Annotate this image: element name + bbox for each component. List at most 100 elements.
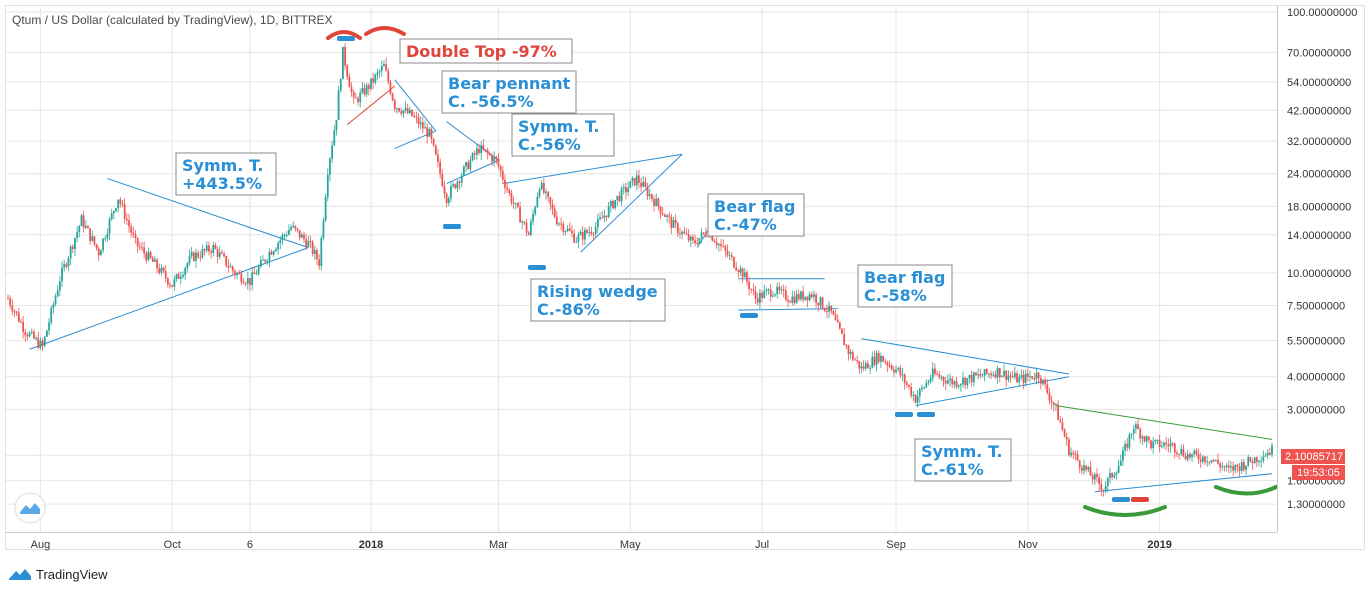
- candle-body: [551, 204, 554, 209]
- candle-body: [287, 229, 290, 235]
- candle-body: [262, 259, 264, 261]
- candle-body: [946, 380, 949, 384]
- candle-body: [387, 70, 390, 83]
- candle-body: [549, 197, 552, 205]
- candle-body: [555, 216, 558, 225]
- candle-body: [300, 234, 303, 238]
- candle-body: [480, 145, 483, 154]
- candle-body: [1204, 456, 1206, 462]
- chart-area[interactable]: Double Top -97% Bear pennant C. -56.5% Symm…: [0, 0, 1370, 560]
- pattern-annotation-symm-sep[interactable]: Symm. T.C.-61%: [914, 438, 1012, 482]
- candle-body: [134, 234, 137, 238]
- candle-body: [335, 120, 338, 131]
- candle-body: [983, 369, 986, 376]
- candle-body: [1076, 454, 1079, 461]
- candle-body: [95, 244, 98, 249]
- candle-body: [411, 109, 413, 117]
- tradingview-brand[interactable]: TradingView: [8, 566, 108, 582]
- candle-body: [495, 156, 498, 159]
- y-tick-label: 18.00000000: [1287, 201, 1351, 213]
- candle-body: [985, 369, 988, 374]
- candle-body: [1087, 467, 1090, 470]
- candle-body: [17, 312, 20, 322]
- y-tick-label: 3.00000000: [1287, 404, 1345, 416]
- candle-body: [860, 366, 863, 369]
- candle-body: [914, 394, 917, 403]
- candle-body: [1195, 450, 1198, 454]
- candle-body: [188, 255, 191, 264]
- pattern-annotation-double-top[interactable]: Double Top -97%: [399, 38, 573, 64]
- candle-body: [895, 369, 897, 373]
- candle-body: [421, 122, 424, 129]
- candle-body: [33, 331, 35, 339]
- candle-body: [184, 268, 187, 275]
- candle-body: [484, 149, 487, 151]
- candle-body: [82, 215, 85, 228]
- candle-body: [214, 244, 217, 249]
- candle-body: [80, 215, 83, 226]
- candle-body: [359, 92, 362, 103]
- candle-body: [1007, 375, 1010, 380]
- candle-body: [869, 367, 872, 369]
- candle-body: [566, 228, 569, 232]
- candle-body: [117, 199, 120, 209]
- candle-body: [322, 220, 325, 238]
- candle-body: [936, 373, 938, 375]
- annotation-line: Rising wedge: [537, 282, 658, 301]
- candle-body: [1173, 443, 1176, 453]
- candle-body: [806, 296, 809, 301]
- candle-body: [275, 249, 277, 252]
- candle-body: [899, 367, 902, 376]
- candle-body: [679, 233, 681, 235]
- candle-body: [813, 294, 815, 297]
- candle-body: [84, 226, 87, 228]
- candle-body: [350, 87, 353, 92]
- candle-body: [1147, 436, 1150, 441]
- trendline: [1094, 473, 1273, 493]
- candle-body: [689, 236, 692, 241]
- candle-body: [197, 252, 200, 257]
- pattern-annotation-symm-2017[interactable]: Symm. T.+443.5%: [175, 152, 277, 196]
- candle-body: [1052, 402, 1055, 406]
- y-tick-label: 24.00000000: [1287, 169, 1351, 181]
- candle-body: [1011, 376, 1014, 378]
- breakout-marker: [337, 36, 355, 41]
- breakout-marker: [1131, 497, 1149, 502]
- candle-body: [69, 246, 72, 259]
- candle-body: [1184, 455, 1187, 460]
- candle-body: [227, 265, 230, 268]
- candle-body: [1193, 450, 1196, 454]
- candle-body: [130, 226, 133, 233]
- candle-body: [201, 249, 204, 258]
- candle-body: [268, 251, 271, 261]
- candle-body: [52, 304, 55, 308]
- breakout-marker: [895, 412, 913, 417]
- candle-body: [415, 116, 418, 118]
- candle-body: [441, 173, 444, 187]
- candle-body: [1160, 445, 1163, 447]
- trendline: [107, 178, 309, 249]
- candle-body: [1037, 372, 1040, 379]
- candle-body: [65, 264, 68, 267]
- candle-body: [804, 296, 807, 300]
- candle-body: [765, 289, 768, 292]
- candle-body: [568, 228, 571, 231]
- candle-body: [413, 116, 416, 118]
- pattern-annotation-symm-jan[interactable]: Symm. T.C.-56%: [511, 113, 615, 157]
- candle-body: [363, 87, 366, 95]
- candle-body: [1046, 384, 1049, 393]
- candle-body: [22, 321, 25, 332]
- candle-body: [171, 285, 174, 287]
- candle-body: [417, 117, 420, 125]
- candle-body: [707, 236, 709, 238]
- candle-body: [391, 93, 394, 101]
- candle-body: [141, 247, 143, 249]
- candle-body: [975, 372, 977, 376]
- candle-body: [138, 246, 141, 248]
- candle-body: [456, 181, 459, 189]
